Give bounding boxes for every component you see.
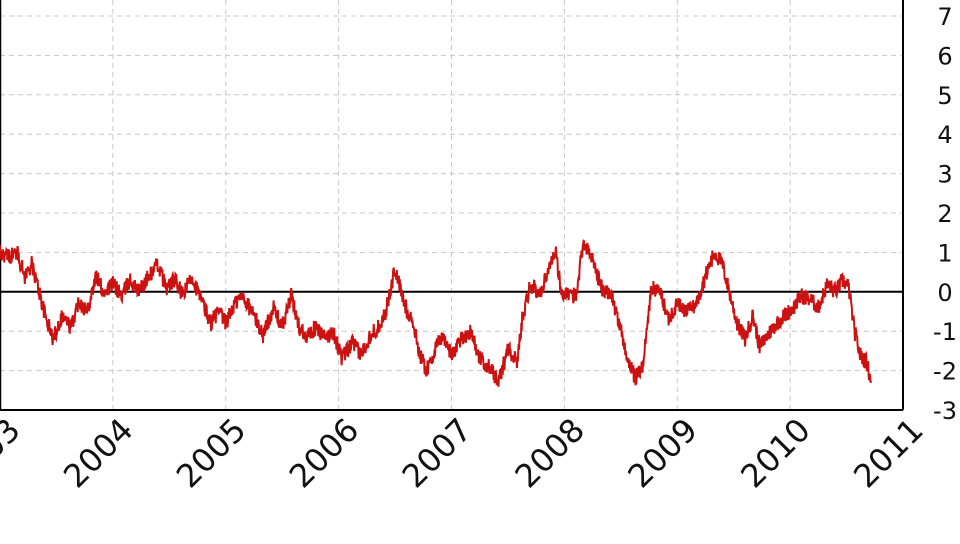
x-tick-label: 2007 <box>395 411 479 495</box>
y-tick-label: 7 <box>937 3 952 31</box>
x-tick-labels: 2003 2004 2005 2006 2007 2008 2009 2010 2011 <box>0 411 931 495</box>
x-tick-label: 2005 <box>169 411 253 495</box>
y-tick-label: -3 <box>933 397 957 425</box>
x-tick-label: 2004 <box>56 411 140 495</box>
x-tick-label: 2008 <box>508 411 592 495</box>
x-tick-label: 2006 <box>282 411 366 495</box>
y-tick-label: 5 <box>937 82 952 110</box>
y-tick-label: 2 <box>937 200 952 228</box>
x-tick-label: 2011 <box>846 411 930 495</box>
y-tick-labels: 7 6 5 4 3 2 1 0 -1 -2 -3 <box>933 3 957 425</box>
y-tick-label: 1 <box>937 239 952 267</box>
y-tick-label: 4 <box>937 121 952 149</box>
y-tick-label: 0 <box>937 279 952 307</box>
y-tick-label: 3 <box>937 161 952 189</box>
x-tick-label: 2009 <box>620 411 704 495</box>
y-tick-label: -2 <box>933 358 957 386</box>
y-tick-label: -1 <box>933 318 957 346</box>
series-line <box>0 239 873 387</box>
y-tick-label: 6 <box>937 42 952 70</box>
x-tick-label: 2010 <box>733 411 817 495</box>
x-tick-label: 2003 <box>0 411 28 495</box>
